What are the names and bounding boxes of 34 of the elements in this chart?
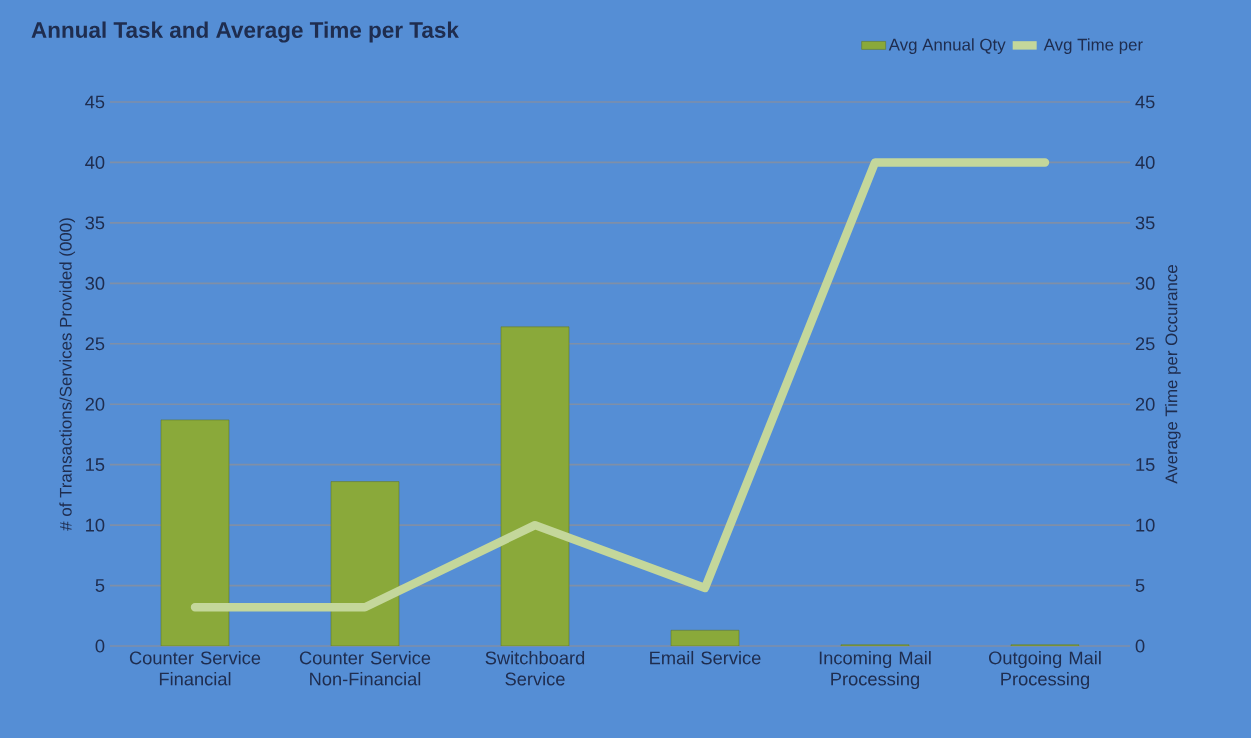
y-tick-label: 10 <box>86 518 105 532</box>
y-axis-title: # of Transactions/Services Provided (000) <box>59 218 76 531</box>
legend-label: Avg Time per <box>1043 38 1143 54</box>
y-tick-label: 15 <box>86 458 105 472</box>
x-tick-label: Incoming Mail Processing <box>819 650 931 690</box>
legend-label: Avg Annual Qty <box>888 38 1006 54</box>
x-tick-label: Counter Service Financial <box>129 650 261 686</box>
bar <box>500 326 570 646</box>
x-tick-label: Email Service <box>650 650 761 665</box>
y2-tick-label: 35 <box>1135 216 1155 230</box>
y-tick-label: 35 <box>85 216 105 230</box>
x-tick-label: Switchboard Service <box>485 650 585 686</box>
y-tick-label: 40 <box>85 155 105 169</box>
y2-tick-label: 45 <box>1135 95 1155 109</box>
y2-tick-label: 15 <box>1136 458 1155 472</box>
y-tick-label: 0 <box>95 639 105 653</box>
x-tick-label: Outgoing Mail Processing <box>988 650 1101 690</box>
bar <box>160 419 230 646</box>
y2-axis-title: Average Time per Occurance <box>1164 265 1181 484</box>
chart-title: Annual Task and Average Time per Task <box>31 21 459 43</box>
y-tick-label: 5 <box>95 579 105 592</box>
y2-tick-label: 40 <box>1135 155 1155 169</box>
x-tick-label: Counter Service Non-Financial <box>299 650 431 686</box>
y-tick-label: 20 <box>85 397 105 411</box>
bar <box>330 481 400 646</box>
y-tick-label: 30 <box>85 276 105 290</box>
y2-tick-label: 20 <box>1135 397 1155 411</box>
y-tick-label: 25 <box>85 337 105 351</box>
y2-tick-label: 10 <box>1136 518 1155 532</box>
y2-tick-label: 30 <box>1135 276 1155 290</box>
y2-tick-label: 5 <box>1135 579 1145 592</box>
y2-tick-label: 25 <box>1135 337 1155 351</box>
y2-tick-label: 0 <box>1135 639 1145 653</box>
y-tick-label: 45 <box>85 95 105 109</box>
